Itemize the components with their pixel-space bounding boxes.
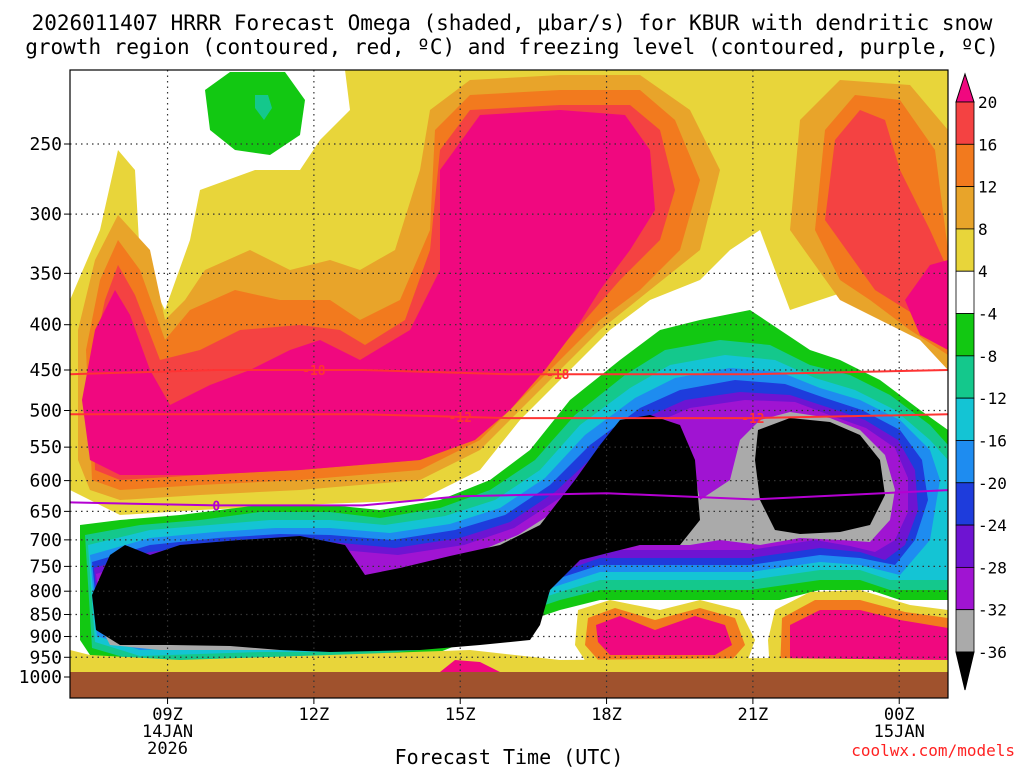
colorbar-label: -24 <box>978 516 1007 535</box>
y-tick-label: 1000 <box>19 667 62 688</box>
x-tick-label: 15Z <box>445 705 476 725</box>
y-tick-label: 700 <box>29 530 62 551</box>
omega-shading <box>70 70 948 672</box>
colorbar-bin <box>955 566 975 611</box>
colorbar-bin <box>955 397 975 441</box>
y-tick-label: 450 <box>29 360 62 381</box>
contour-lines: -18 -18 -12 -12 0 <box>69 364 949 514</box>
x-tick-label: 21Z <box>738 705 769 725</box>
x-tick-date: 14JAN <box>142 722 193 742</box>
y-tick-label: 850 <box>29 605 62 626</box>
colorbar-label: -28 <box>978 558 1007 577</box>
colorbar: 20 16 12 8 4 -4 -8 -12 -16 -20 -24 -28 -32 -36 <box>955 72 1007 691</box>
omega-field-lower-magenta-right <box>790 610 948 672</box>
colorbar-label: -12 <box>978 389 1007 408</box>
y-tick-label: 800 <box>29 581 62 602</box>
omega-field-red-right <box>825 110 948 340</box>
colorbar-bin <box>955 482 975 526</box>
colorbar-top-arrow <box>955 72 975 103</box>
colorbar-bin <box>955 270 975 314</box>
contour-freezing-level-0 <box>69 489 949 507</box>
contour-label-dendritic-minus12: -12 <box>448 411 471 426</box>
colorbar-label: -16 <box>978 431 1007 450</box>
omega-field-green-upper <box>205 72 305 155</box>
plot-frame <box>69 69 949 699</box>
contour-label-dendritic-minus12: -12 <box>741 412 764 427</box>
colorbar-bin <box>955 143 975 188</box>
y-tick-label: 500 <box>29 401 62 422</box>
colorbar-bin <box>955 313 975 357</box>
gridlines <box>70 70 948 698</box>
omega-field-lower-magenta <box>596 616 732 655</box>
chart-title-line2: growth region (contoured, red, ºC) and f… <box>25 35 999 59</box>
colorbar-bin <box>955 524 975 568</box>
y-tick-label: 900 <box>29 626 62 647</box>
y-tick-label: 950 <box>29 647 62 668</box>
contour-dendritic-minus12 <box>70 413 949 420</box>
y-axis-ticks: 2503003504004505005506006507007508008509… <box>19 134 70 688</box>
y-tick-label: 750 <box>29 556 62 577</box>
colorbar-bin <box>955 609 975 653</box>
colorbar-label: 16 <box>978 135 997 154</box>
omega-field-bottom-strip <box>70 650 948 672</box>
x-tick-year: 2026 <box>147 739 188 759</box>
colorbar-label: 4 <box>978 262 988 281</box>
ground-strip <box>70 672 948 698</box>
colorbar-label: -20 <box>978 474 1007 493</box>
x-tick-label: 09Z <box>152 705 183 725</box>
omega-field-teal-upper <box>255 95 272 120</box>
y-tick-label: 300 <box>29 204 62 225</box>
omega-field-bottom-cell <box>440 660 500 672</box>
colorbar-bottom-arrow <box>955 651 975 691</box>
y-tick-label: 250 <box>29 134 62 155</box>
colorbar-bin <box>955 101 975 145</box>
x-tick-date: 15JAN <box>874 722 925 742</box>
y-tick-label: 550 <box>29 437 62 458</box>
y-tick-label: 400 <box>29 315 62 336</box>
colorbar-bin <box>955 440 975 484</box>
colorbar-bin <box>955 186 975 230</box>
omega-field-magenta-right <box>905 260 948 350</box>
colorbar-label: 12 <box>978 178 997 197</box>
colorbar-label: -36 <box>978 643 1007 662</box>
colorbar-label: -8 <box>978 347 997 366</box>
x-tick-label: 18Z <box>591 705 622 725</box>
omega-field-magenta <box>82 110 655 475</box>
x-axis-label: Forecast Time (UTC) <box>395 745 624 768</box>
y-tick-label: 350 <box>29 263 62 284</box>
colorbar-bin <box>955 228 975 272</box>
x-tick-label: 00Z <box>884 705 915 725</box>
y-tick-label: 600 <box>29 471 62 492</box>
colorbar-label: -32 <box>978 601 1007 620</box>
chart-title-line1: 2026011407 HRRR Forecast Omega (shaded, … <box>32 11 993 35</box>
omega-field-black-left <box>92 415 700 652</box>
credit-text: coolwx.com/models <box>851 741 1015 760</box>
colorbar-label: 20 <box>978 93 997 112</box>
colorbar-bin <box>955 355 975 399</box>
colorbar-label: 8 <box>978 220 988 239</box>
contour-dendritic-minus18 <box>69 369 949 376</box>
contour-label-freezing-level-0: 0 <box>212 499 220 514</box>
contour-label-dendritic-minus18: -18 <box>302 364 326 379</box>
x-tick-label: 12Z <box>299 705 330 725</box>
colorbar-label: -4 <box>978 305 997 324</box>
y-tick-label: 650 <box>29 501 62 522</box>
contour-label-dendritic-minus18: -18 <box>546 368 570 383</box>
